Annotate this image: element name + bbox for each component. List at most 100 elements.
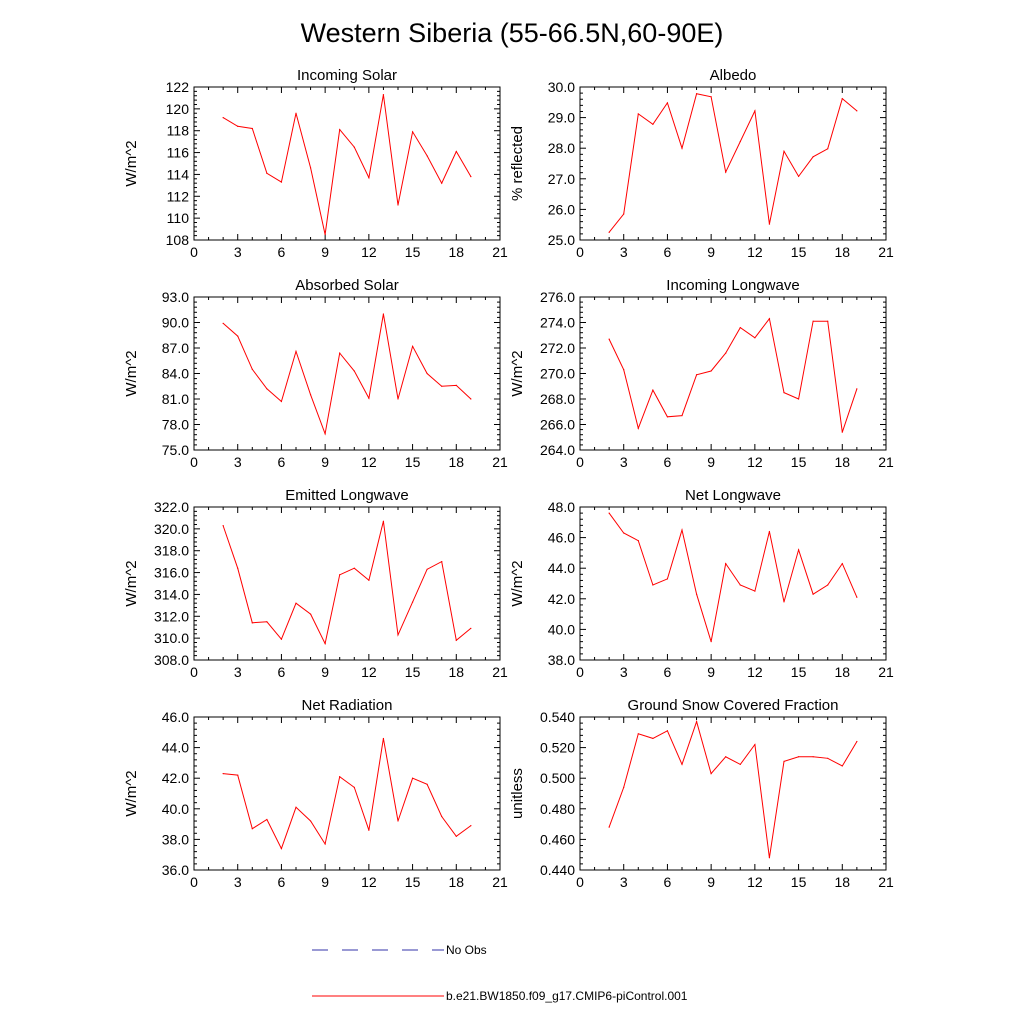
panel-emitted-longwave: Emitted Longwave 0 3 6 9 12 15 18 21 308.0 310.0 31…: [123, 487, 508, 680]
data-point: [783, 392, 785, 394]
data-point: [382, 737, 385, 740]
data-point: [739, 327, 741, 329]
x-tick-label: 12: [747, 874, 763, 890]
x-tick-label: 6: [664, 874, 672, 890]
data-point: [397, 398, 399, 400]
data-point: [368, 829, 370, 831]
data-point: [695, 374, 698, 376]
y-axis-label: W/m^2: [123, 350, 140, 396]
x-tick-label: 3: [620, 874, 628, 890]
data-point: [812, 756, 814, 758]
data-point: [637, 113, 639, 115]
data-point: [222, 117, 224, 119]
data-point: [856, 110, 858, 112]
data-point: [652, 123, 654, 125]
panel-title: Incoming Longwave: [666, 277, 799, 294]
data-point: [637, 427, 639, 429]
data-point: [266, 388, 268, 390]
data-point: [652, 737, 654, 740]
panel-grid: Incoming Solar 0 3 6 9 12 15 18 21 108 110 112 114 11…: [123, 67, 894, 890]
data-point: [681, 763, 683, 766]
data-point: [280, 638, 283, 640]
data-point: [768, 530, 771, 533]
data-point: [856, 740, 858, 743]
data-point: [841, 98, 843, 100]
data-point: [710, 641, 712, 643]
data-point: [470, 627, 472, 629]
data-point: [280, 400, 283, 403]
y-tick-label: 122: [166, 79, 190, 95]
series-line: [223, 738, 472, 850]
data-point: [222, 524, 224, 527]
data-point: [368, 397, 370, 399]
data-point: [222, 322, 224, 324]
plot-frame: [579, 506, 887, 661]
series-line: [222, 521, 472, 646]
series-line: [608, 93, 858, 233]
data-point: [382, 520, 385, 522]
panel-title: Absorbed Solar: [295, 277, 398, 294]
y-tick-label: 78.0: [162, 417, 189, 433]
x-tick-label: 6: [664, 664, 672, 680]
y-tick-label: 268.0: [540, 391, 575, 407]
y-tick-label: 36.0: [162, 862, 189, 878]
y-tick-label: 310.0: [154, 630, 189, 646]
data-point: [368, 579, 370, 581]
data-point: [441, 815, 443, 818]
y-tick-label: 0.540: [540, 709, 575, 725]
data-point: [681, 529, 683, 531]
x-tick-label: 6: [278, 454, 286, 470]
x-tick-label: 15: [405, 664, 421, 680]
x-tick-label: 0: [190, 664, 198, 680]
x-tick-label: 9: [321, 454, 329, 470]
data-point: [695, 93, 698, 95]
x-tick-label: 9: [707, 874, 715, 890]
data-point: [470, 176, 472, 178]
y-tick-label: 322.0: [154, 499, 189, 515]
data-point: [353, 146, 355, 148]
x-tick-label: 3: [620, 454, 628, 470]
figure-title: Western Siberia (55-66.5N,60-90E): [301, 18, 724, 48]
data-point: [309, 394, 312, 396]
panel-net-radiation: Net Radiation 0 3 6 9 12 15 18 21 36.0 38.0 40.0 42.…: [123, 697, 508, 890]
x-tick-label: 3: [234, 664, 242, 680]
data-point: [237, 774, 239, 776]
data-point: [426, 372, 428, 375]
data-point: [695, 720, 698, 723]
series-line: [608, 719, 858, 858]
x-tick-label: 9: [707, 454, 715, 470]
y-axis-label: W/m^2: [123, 140, 140, 186]
y-tick-label: 30.0: [548, 79, 575, 95]
panel-net-longwave: Net Longwave 0 3 6 9 12 15 18 21 38.0 40.0 42.0 44.0…: [509, 487, 894, 680]
data-point: [768, 318, 771, 320]
data-point: [426, 783, 428, 785]
data-point: [251, 368, 253, 370]
data-point: [710, 96, 712, 98]
data-point: [666, 416, 669, 418]
data-point: [623, 369, 625, 371]
x-tick-label: 3: [234, 874, 242, 890]
data-point: [353, 786, 355, 788]
y-tick-label: 110: [167, 210, 190, 226]
series-line: [222, 313, 472, 436]
legend-label-model-run: b.e21.BW1850.f09_g17.CMIP6-piControl.001: [446, 989, 688, 1003]
data-point: [309, 167, 312, 169]
data-point: [623, 786, 625, 788]
data-point: [652, 584, 654, 586]
x-tick-label: 15: [791, 874, 807, 890]
y-tick-label: 320.0: [154, 521, 189, 537]
data-point: [841, 431, 843, 433]
data-point: [397, 634, 399, 636]
data-point: [710, 773, 712, 775]
y-tick-label: 308.0: [154, 652, 189, 668]
x-tick-label: 21: [878, 244, 894, 260]
y-tick-label: 75.0: [162, 442, 189, 458]
data-point: [237, 335, 239, 337]
x-tick-label: 15: [405, 874, 421, 890]
y-tick-label: 44.0: [548, 560, 575, 576]
x-tick-label: 15: [791, 454, 807, 470]
data-point: [608, 512, 610, 514]
y-axis-label: W/m^2: [123, 560, 140, 606]
data-point: [827, 757, 829, 759]
